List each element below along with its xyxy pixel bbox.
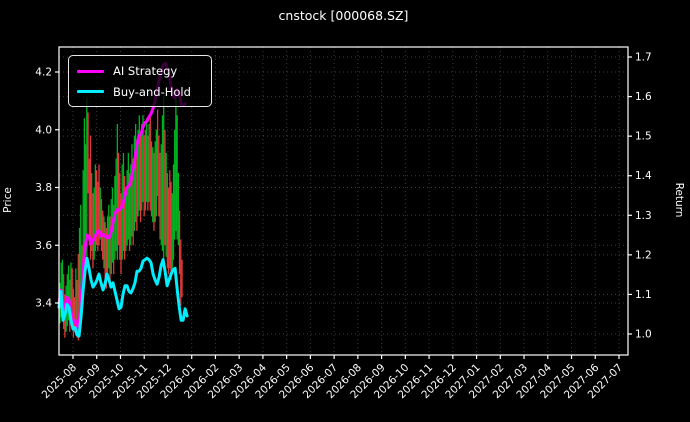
chart-title: cnstock [000068.SZ] [278, 8, 409, 23]
buy-and-hold-line-swatch [77, 90, 104, 94]
return-tick-label: 1.7 [635, 52, 652, 64]
legend-item-ai-strategy: AI Strategy [77, 61, 203, 82]
price-tick-label: 3.4 [35, 298, 52, 310]
legend-label: AI Strategy [113, 64, 178, 79]
return-tick-label: 1.3 [635, 210, 652, 222]
gridlines [59, 47, 628, 355]
legend: AI Strategy Buy-and-Hold [68, 55, 212, 107]
legend-item-buy-and-hold: Buy-and-Hold [77, 82, 203, 103]
price-tick-label: 4.2 [35, 67, 52, 79]
price-tick-label: 3.8 [35, 182, 52, 194]
tick-marks [55, 56, 632, 359]
plot-frame [58, 46, 629, 356]
return-tick-label: 1.2 [635, 249, 652, 261]
y-axis-label-return: Return [673, 182, 685, 218]
return-tick-label: 1.0 [635, 329, 652, 341]
return-tick-label: 1.4 [635, 170, 652, 182]
price-tick-label: 4.0 [35, 124, 52, 136]
legend-label: Buy-and-Hold [113, 84, 191, 99]
return-tick-label: 1.5 [635, 131, 652, 143]
series-line-buy-and-hold [57, 256, 189, 338]
return-tick-label: 1.6 [635, 91, 652, 103]
return-tick-label: 1.1 [635, 289, 652, 301]
y-axis-label-price: Price [2, 187, 14, 213]
ai-strategy-line-swatch [77, 69, 104, 73]
price-tick-label: 3.6 [35, 240, 52, 252]
